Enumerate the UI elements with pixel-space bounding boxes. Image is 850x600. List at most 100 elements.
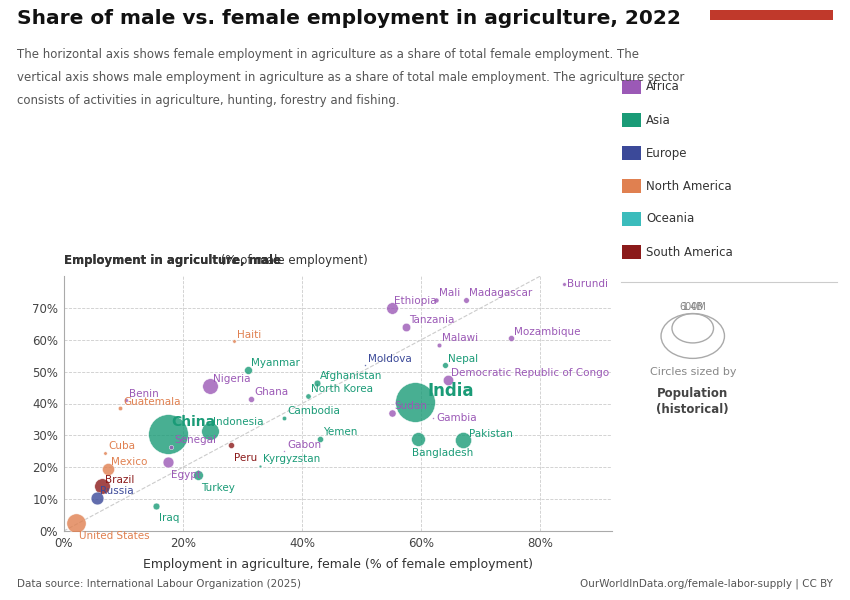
Point — [162, 429, 175, 439]
Text: Mali: Mali — [439, 289, 461, 298]
Text: Cuba: Cuba — [109, 442, 135, 451]
Text: Brazil: Brazil — [105, 475, 135, 485]
Text: Guatemala: Guatemala — [123, 397, 181, 407]
Point — [310, 378, 324, 388]
Text: Kyrgyzstan: Kyrgyzstan — [264, 454, 320, 464]
Point — [301, 391, 314, 400]
Point — [96, 482, 110, 491]
Text: Share of male vs. female employment in agriculture, 2022: Share of male vs. female employment in a… — [17, 9, 681, 28]
Point — [400, 322, 413, 332]
Point — [224, 440, 237, 450]
Point — [245, 394, 258, 404]
Text: consists of activities in agriculture, hunting, forestry and fishing.: consists of activities in agriculture, h… — [17, 94, 399, 107]
Text: (% of male employment): (% of male employment) — [217, 254, 367, 267]
Text: Turkey: Turkey — [201, 483, 235, 493]
Text: 1.4B: 1.4B — [682, 302, 704, 312]
Text: Afghanistan: Afghanistan — [320, 371, 382, 381]
Text: Egypt: Egypt — [171, 470, 201, 481]
Text: Mozambique: Mozambique — [513, 326, 581, 337]
Text: Malawi: Malawi — [442, 333, 479, 343]
Text: Democratic Republic of Congo: Democratic Republic of Congo — [451, 368, 609, 378]
X-axis label: Employment in agriculture, female (% of female employment): Employment in agriculture, female (% of … — [143, 558, 533, 571]
Text: Our World: Our World — [744, 29, 799, 39]
Text: Europe: Europe — [646, 146, 688, 160]
Point — [114, 403, 128, 413]
Text: Pakistan: Pakistan — [469, 428, 513, 439]
Point — [358, 361, 371, 370]
Text: Senegal: Senegal — [174, 435, 216, 445]
Point — [90, 493, 104, 502]
Point — [150, 500, 163, 510]
Text: India: India — [428, 382, 473, 400]
Text: Population: Population — [657, 387, 728, 400]
Point — [427, 413, 440, 422]
Text: Bangladesh: Bangladesh — [412, 448, 473, 458]
FancyBboxPatch shape — [710, 10, 833, 20]
Point — [456, 436, 470, 445]
Point — [385, 303, 399, 313]
Text: Sudan: Sudan — [394, 401, 428, 412]
Point — [164, 442, 178, 451]
Text: Haiti: Haiti — [236, 330, 261, 340]
Text: Myanmar: Myanmar — [252, 358, 300, 368]
Text: China: China — [171, 415, 215, 429]
Text: Russia: Russia — [99, 486, 133, 496]
Text: Indonesia: Indonesia — [212, 418, 264, 427]
Point — [102, 464, 116, 473]
Text: United States: United States — [79, 531, 150, 541]
Text: in Data: in Data — [751, 46, 791, 56]
Point — [162, 458, 175, 467]
Text: Iraq: Iraq — [159, 514, 179, 523]
Text: Gambia: Gambia — [436, 413, 477, 423]
Point — [241, 365, 255, 375]
Point — [99, 448, 112, 458]
Text: vertical axis shows male employment in agriculture as a share of total male empl: vertical axis shows male employment in a… — [17, 71, 684, 84]
Point — [385, 408, 399, 418]
Point — [277, 413, 291, 422]
Point — [191, 470, 205, 480]
Text: Employment in agriculture, male: Employment in agriculture, male — [64, 254, 280, 267]
Text: Madagascar: Madagascar — [469, 289, 532, 298]
Text: OurWorldInData.org/female-labor-supply | CC BY: OurWorldInData.org/female-labor-supply |… — [580, 578, 833, 589]
Text: South America: South America — [646, 245, 733, 259]
Point — [439, 361, 452, 370]
Text: Asia: Asia — [646, 113, 671, 127]
Point — [409, 397, 422, 407]
Text: Nigeria: Nigeria — [212, 374, 250, 385]
Point — [459, 295, 473, 305]
Point — [277, 446, 291, 456]
Text: Moldova: Moldova — [368, 353, 411, 364]
Text: North America: North America — [646, 179, 732, 193]
Text: North Korea: North Korea — [311, 384, 373, 394]
Text: Circles sized by: Circles sized by — [649, 367, 736, 377]
Point — [433, 340, 446, 349]
Point — [504, 334, 518, 343]
Text: Burundi: Burundi — [567, 279, 609, 289]
Point — [313, 434, 326, 443]
Text: Gabon: Gabon — [287, 440, 321, 450]
Text: Ghana: Ghana — [254, 387, 288, 397]
Text: Employment in agriculture, male: Employment in agriculture, male — [64, 254, 280, 267]
Text: Oceania: Oceania — [646, 212, 694, 226]
Text: Mexico: Mexico — [111, 457, 148, 467]
Point — [429, 295, 443, 305]
Point — [558, 279, 571, 289]
Text: Yemen: Yemen — [323, 427, 357, 437]
Text: Tanzania: Tanzania — [410, 316, 455, 325]
Point — [69, 518, 82, 528]
Text: Cambodia: Cambodia — [287, 406, 340, 416]
Point — [411, 434, 425, 443]
Point — [203, 426, 217, 436]
Text: Data source: International Labour Organization (2025): Data source: International Labour Organi… — [17, 579, 301, 589]
Text: Benin: Benin — [129, 389, 159, 399]
Point — [203, 381, 217, 391]
Text: Africa: Africa — [646, 80, 680, 94]
Point — [120, 395, 133, 405]
Point — [441, 375, 455, 385]
Text: Peru: Peru — [234, 453, 257, 463]
Point — [253, 461, 267, 470]
Text: Nepal: Nepal — [448, 353, 479, 364]
Text: (historical): (historical) — [656, 403, 729, 416]
Text: Ethiopia: Ethiopia — [394, 296, 437, 306]
Point — [227, 337, 241, 346]
